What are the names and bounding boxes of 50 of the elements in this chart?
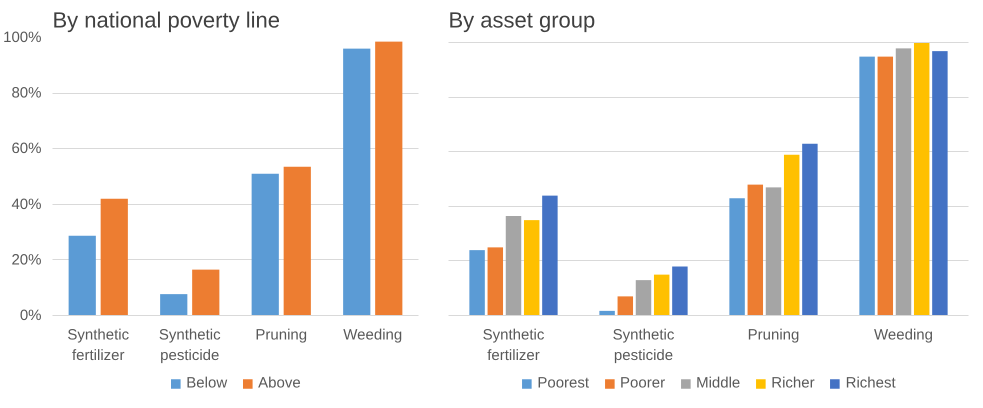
bar (672, 266, 688, 316)
bar (896, 48, 912, 316)
x-tick-label: Synthetic pesticide (612, 326, 675, 364)
bar (932, 51, 948, 316)
bar (284, 166, 311, 316)
x-tick-label: Synthetic pesticide (158, 326, 222, 364)
bar (343, 48, 370, 316)
x-tick-label: Weeding (343, 326, 402, 344)
bar (488, 247, 504, 316)
y-tick-label: 80% (11, 84, 42, 102)
bar (160, 294, 188, 316)
x-tick-label: Pruning (255, 326, 308, 344)
bar (542, 196, 558, 316)
bar (68, 236, 96, 316)
chart-title: By national poverty line (52, 8, 280, 32)
bar (469, 250, 485, 316)
bar (914, 42, 930, 316)
x-tick-label: Synthetic fertilizer (67, 326, 130, 364)
bar (766, 187, 782, 316)
legend-label: Richest (846, 374, 896, 392)
y-tick-label: 60% (11, 140, 42, 158)
y-tick-label: 20% (11, 251, 42, 268)
bar (636, 280, 652, 316)
bar (729, 198, 745, 316)
bar (192, 270, 220, 316)
bar (748, 184, 764, 316)
legend-label: Poorest (537, 374, 590, 392)
bar (654, 274, 670, 316)
x-tick-label: Pruning (748, 326, 800, 344)
legend-label: Above (258, 374, 301, 392)
bar (618, 296, 634, 316)
bar (859, 56, 875, 316)
y-tick-label: 40% (11, 196, 42, 213)
bar (524, 220, 540, 316)
legend-label: Richer (771, 374, 815, 392)
y-tick-label: 0% (20, 307, 42, 324)
legend-label: Poorer (620, 374, 666, 392)
bar (252, 174, 279, 316)
bar (375, 42, 402, 316)
x-tick-label: Weeding (874, 326, 933, 344)
legend-label: Middle (696, 374, 740, 392)
bar (506, 216, 522, 316)
bar (878, 56, 894, 316)
bar (802, 144, 818, 316)
chart-title: By asset group (448, 8, 596, 32)
y-tick-label: 100% (3, 29, 42, 46)
bar (100, 198, 128, 316)
bar (784, 154, 800, 316)
x-tick-label: Synthetic fertilizer (482, 326, 545, 364)
legend-label: Below (186, 374, 228, 392)
